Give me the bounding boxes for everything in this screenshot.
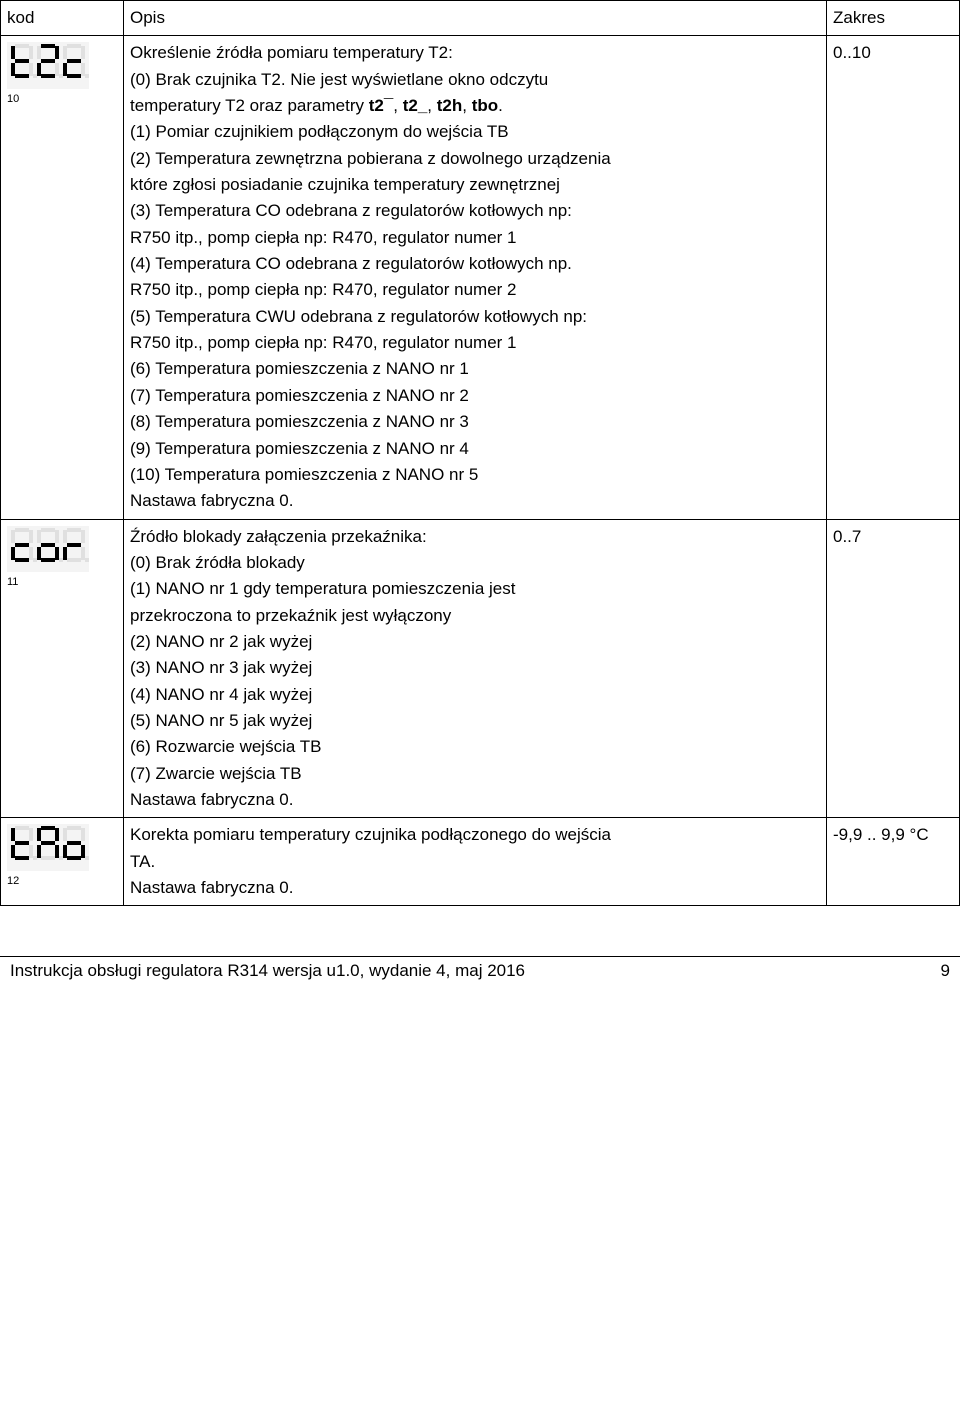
- opis-line: (5) Temperatura CWU odebrana z regulator…: [130, 304, 820, 330]
- opis-line: R750 itp., pomp ciepła np: R470, regulat…: [130, 277, 820, 303]
- opis-line: (2) NANO nr 2 jak wyżej: [130, 629, 820, 655]
- kod-cell: 12: [1, 818, 124, 906]
- opis-line: (2) Temperatura zewnętrzna pobierana z d…: [130, 146, 820, 172]
- table-row: 12 Korekta pomiaru temperatury czujnika p…: [1, 818, 960, 906]
- seven-segment-display: [7, 42, 89, 88]
- parameter-table: kod Opis Zakres 10 Określenie źródła pomi…: [0, 0, 960, 906]
- page-footer: Instrukcja obsługi regulatora R314 wersj…: [0, 956, 960, 981]
- opis-line: (0) Brak źródła blokady: [130, 550, 820, 576]
- opis-line: R750 itp., pomp ciepła np: R470, regulat…: [130, 330, 820, 356]
- opis-line: TA.: [130, 849, 820, 875]
- opis-line: Korekta pomiaru temperatury czujnika pod…: [130, 822, 820, 848]
- kod-number: 10: [7, 91, 117, 108]
- opis-cell: Określenie źródła pomiaru temperatury T2…: [124, 36, 827, 519]
- opis-line: (7) Zwarcie wejścia TB: [130, 761, 820, 787]
- opis-line: (8) Temperatura pomieszczenia z NANO nr …: [130, 409, 820, 435]
- zakres-cell: 0..10: [827, 36, 960, 519]
- opis-line: (3) Temperatura CO odebrana z regulatoró…: [130, 198, 820, 224]
- opis-line: (1) Pomiar czujnikiem podłączonym do wej…: [130, 119, 820, 145]
- kod-cell: 10: [1, 36, 124, 519]
- opis-line: (9) Temperatura pomieszczenia z NANO nr …: [130, 436, 820, 462]
- opis-line: (4) NANO nr 4 jak wyżej: [130, 682, 820, 708]
- zakres-cell: -9,9 .. 9,9 °C: [827, 818, 960, 906]
- opis-line: (10) Temperatura pomieszczenia z NANO nr…: [130, 462, 820, 488]
- opis-line: (6) Rozwarcie wejścia TB: [130, 734, 820, 760]
- opis-line: Nastawa fabryczna 0.: [130, 787, 820, 813]
- table-row: 11 Źródło blokady załączenia przekaźnika:…: [1, 519, 960, 818]
- opis-line: (7) Temperatura pomieszczenia z NANO nr …: [130, 383, 820, 409]
- seven-segment-display: [7, 526, 89, 572]
- opis-cell: Źródło blokady załączenia przekaźnika:(0…: [124, 519, 827, 818]
- footer-left: Instrukcja obsługi regulatora R314 wersj…: [10, 961, 525, 981]
- opis-line: Nastawa fabryczna 0.: [130, 875, 820, 901]
- kod-number: 11: [7, 574, 117, 591]
- header-kod: kod: [1, 1, 124, 36]
- opis-line: (6) Temperatura pomieszczenia z NANO nr …: [130, 356, 820, 382]
- table-row: 10 Określenie źródła pomiaru temperatury …: [1, 36, 960, 519]
- opis-line: przekroczona to przekaźnik jest wyłączon…: [130, 603, 820, 629]
- opis-line: (3) NANO nr 3 jak wyżej: [130, 655, 820, 681]
- opis-line: Określenie źródła pomiaru temperatury T2…: [130, 40, 820, 66]
- kod-number: 12: [7, 873, 117, 890]
- opis-line: które zgłosi posiadanie czujnika tempera…: [130, 172, 820, 198]
- opis-line: Nastawa fabryczna 0.: [130, 488, 820, 514]
- header-zakres: Zakres: [827, 1, 960, 36]
- opis-line: (0) Brak czujnika T2. Nie jest wyświetla…: [130, 67, 820, 93]
- opis-line: (4) Temperatura CO odebrana z regulatoró…: [130, 251, 820, 277]
- kod-cell: 11: [1, 519, 124, 818]
- opis-line: (1) NANO nr 1 gdy temperatura pomieszcze…: [130, 576, 820, 602]
- header-opis: Opis: [124, 1, 827, 36]
- seven-segment-display: [7, 824, 89, 870]
- opis-line: Źródło blokady załączenia przekaźnika:: [130, 524, 820, 550]
- zakres-cell: 0..7: [827, 519, 960, 818]
- opis-line: (5) NANO nr 5 jak wyżej: [130, 708, 820, 734]
- footer-page-number: 9: [941, 961, 950, 981]
- opis-cell: Korekta pomiaru temperatury czujnika pod…: [124, 818, 827, 906]
- opis-line: R750 itp., pomp ciepła np: R470, regulat…: [130, 225, 820, 251]
- opis-line: temperatury T2 oraz parametry t2¯, t2_, …: [130, 93, 820, 119]
